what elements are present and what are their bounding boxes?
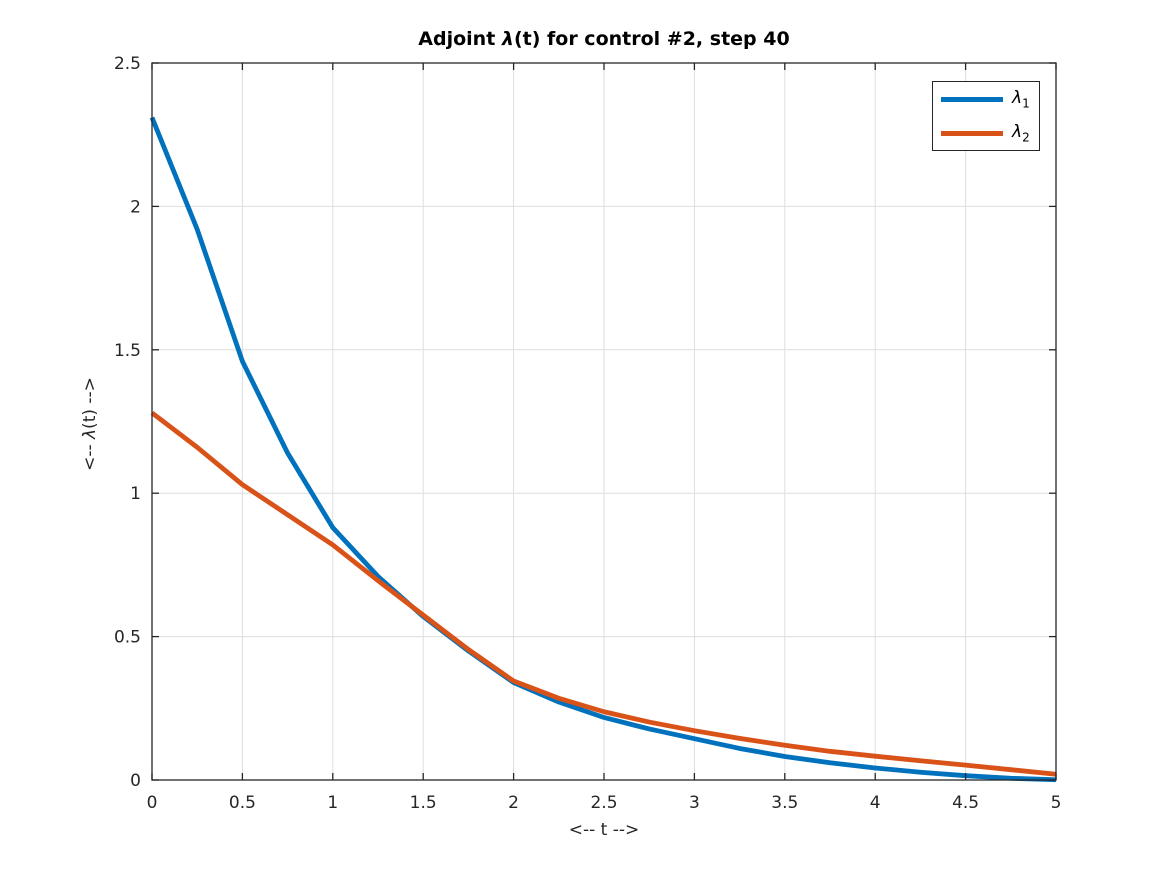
chart-title: Adjoint λ(t) for control #2, step 40 (152, 28, 1056, 50)
x-tick-label: 3.5 (771, 793, 798, 813)
x-tick-label: 1 (327, 793, 338, 813)
y-axis-label-suffix: (t) --> (80, 377, 100, 429)
x-axis-label: <-- t --> (568, 820, 640, 840)
x-tick-label: 4 (870, 793, 881, 813)
chart-title-prefix: Adjoint (418, 28, 502, 50)
y-tick-label: 0.5 (114, 628, 141, 648)
axes-box (151, 62, 1057, 781)
y-axis-label-lambda: λ (80, 428, 100, 439)
x-tick-label: 0.5 (229, 793, 256, 813)
legend: λ1 λ2 (932, 81, 1040, 151)
y-tick-label: 1.5 (114, 341, 141, 361)
y-axis-label-prefix: <-- (80, 439, 100, 471)
legend-line-lambda1 (941, 96, 1003, 102)
x-tick-label: 0 (147, 793, 158, 813)
x-tick-label: 2.5 (590, 793, 617, 813)
x-tick-label: 3 (689, 793, 700, 813)
x-tick-label: 1.5 (410, 793, 437, 813)
x-tick-label: 2 (508, 793, 519, 813)
legend-item-lambda2: λ2 (933, 117, 1039, 150)
curve-layer (149, 116, 1057, 783)
y-tick-label: 2.5 (114, 54, 141, 74)
legend-label-lambda2: λ2 (1012, 121, 1030, 145)
curve-lambda1 (149, 116, 1057, 783)
legend-line-lambda2 (941, 130, 1003, 136)
y-tick-label: 2 (130, 197, 141, 217)
grid-layer (152, 63, 1056, 780)
legend-label-lambda1: λ1 (1012, 87, 1030, 111)
y-tick-label: 0 (130, 771, 141, 791)
x-tick-label: 4.5 (952, 793, 979, 813)
tick-labels: 0 0.5 1 1.5 2 2.5 3 3.5 4 4.5 5 0 0.5 1 1.5 2 2.5 (114, 54, 1061, 813)
y-tick-label: 1 (130, 484, 141, 504)
x-tick-label: 5 (1051, 793, 1062, 813)
curve-lambda2 (150, 410, 1057, 777)
chart-title-lambda: λ (501, 28, 514, 50)
legend-item-lambda1: λ1 (933, 83, 1039, 116)
y-axis-label: <-- λ(t) --> (80, 377, 100, 471)
chart-title-suffix: (t) for control #2, step 40 (513, 28, 790, 50)
